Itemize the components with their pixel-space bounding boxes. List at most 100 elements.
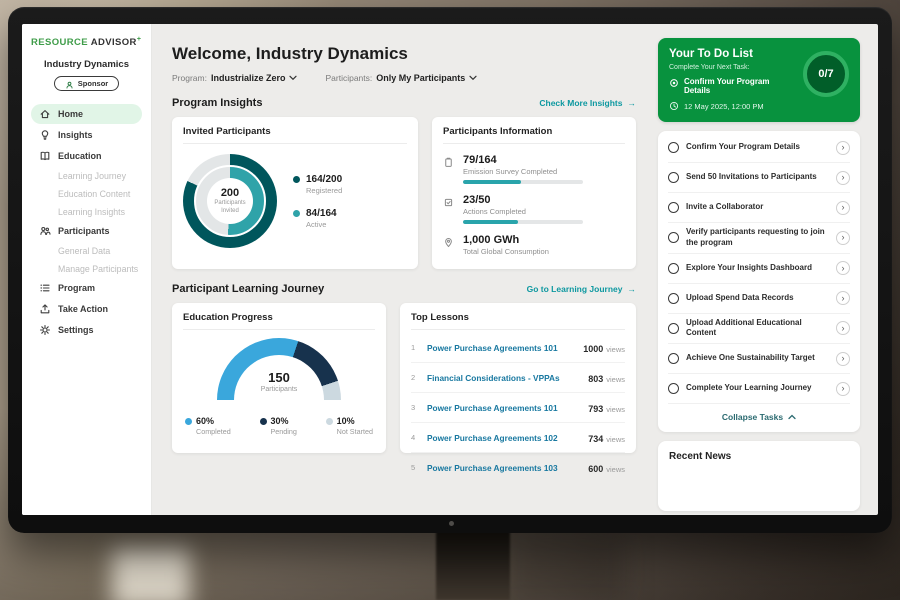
section-title: Program Insights bbox=[172, 97, 263, 109]
legend-dot bbox=[293, 209, 300, 217]
clock-icon bbox=[669, 101, 679, 111]
chevron-right-icon[interactable]: › bbox=[836, 230, 850, 245]
lesson-views-unit: views bbox=[606, 434, 625, 444]
collapse-tasks-label: Collapse Tasks bbox=[721, 412, 784, 423]
sidebar-item-label: Education Content bbox=[58, 188, 131, 199]
task-checkbox[interactable] bbox=[668, 232, 679, 244]
chevron-right-icon[interactable]: › bbox=[836, 140, 850, 155]
task-checkbox[interactable] bbox=[668, 322, 679, 334]
task-checkbox[interactable] bbox=[668, 202, 679, 213]
legend-active: 84/164 Active bbox=[293, 208, 342, 229]
lesson-views-unit: views bbox=[606, 374, 625, 384]
collapse-tasks-link[interactable]: Collapse Tasks bbox=[668, 404, 850, 428]
participants-filter[interactable]: Participants: Only My Participants bbox=[325, 73, 477, 83]
link-label: Check More Insights bbox=[539, 98, 623, 108]
education-icon bbox=[39, 150, 51, 162]
chevron-right-icon[interactable]: › bbox=[836, 321, 850, 336]
legend-value: 60% bbox=[196, 416, 215, 426]
legend-dot bbox=[185, 417, 192, 425]
task-row[interactable]: Achieve One Sustainability Target › bbox=[668, 344, 850, 375]
monitor-stand bbox=[436, 529, 510, 600]
legend-completed: 60% Completed bbox=[185, 416, 231, 436]
stat-value: 23/50 bbox=[463, 194, 491, 206]
invited-donut-inner bbox=[194, 165, 266, 237]
lesson-title-link[interactable]: Power Purchase Agreements 102 bbox=[427, 432, 558, 443]
sponsor-badge-label: Sponsor bbox=[77, 79, 109, 89]
task-row[interactable]: Send 50 Invitations to Participants › bbox=[668, 163, 850, 193]
sidebar-item-settings[interactable]: Settings bbox=[31, 320, 142, 340]
lesson-views-unit: views bbox=[606, 404, 625, 414]
app-logo: RESOURCE ADVISOR+ bbox=[31, 36, 142, 48]
sidebar-item-label: Take Action bbox=[58, 304, 109, 315]
legend-dot bbox=[325, 417, 333, 425]
program-filter[interactable]: Program: Industrialize Zero bbox=[172, 73, 298, 83]
lesson-title-link[interactable]: Power Purchase Agreements 101 bbox=[427, 402, 558, 413]
education-gauge: 150 Participants bbox=[217, 338, 341, 408]
task-row[interactable]: Complete Your Learning Journey › bbox=[668, 374, 850, 405]
sidebar-item-home[interactable]: Home bbox=[31, 104, 142, 125]
legend-label: Pending bbox=[270, 427, 297, 436]
task-checkbox[interactable] bbox=[668, 262, 679, 274]
sidebar-item-learning-insights[interactable]: Learning Insights bbox=[31, 203, 142, 220]
stat-label: Actions Completed bbox=[463, 207, 526, 216]
lesson-row[interactable]: 5 Power Purchase Agreements 103 600 views bbox=[411, 453, 625, 482]
lesson-title-link[interactable]: Financial Considerations - VPPAs bbox=[427, 372, 560, 383]
task-label: Achieve One Sustainability Target bbox=[686, 353, 815, 363]
sidebar-item-manage-participants[interactable]: Manage Participants bbox=[31, 260, 142, 277]
lesson-views-count: 1000 bbox=[583, 343, 604, 354]
task-checkbox[interactable] bbox=[668, 292, 679, 304]
sidebar-item-insights[interactable]: Insights bbox=[31, 125, 142, 145]
lesson-views-count: 600 bbox=[588, 463, 604, 474]
program-filter-value: Industrialize Zero bbox=[210, 73, 286, 83]
lesson-rank: 5 bbox=[411, 463, 416, 472]
chevron-right-icon[interactable]: › bbox=[836, 261, 850, 276]
checklist-icon bbox=[443, 195, 454, 207]
target-icon bbox=[669, 78, 679, 88]
lesson-row[interactable]: 4 Power Purchase Agreements 102 734 views bbox=[411, 423, 625, 453]
legend-pending: 30% Pending bbox=[259, 416, 297, 436]
task-row[interactable]: Upload Additional Educational Content › bbox=[668, 314, 850, 345]
lesson-title-link[interactable]: Power Purchase Agreements 101 bbox=[427, 342, 558, 353]
task-checkbox[interactable] bbox=[668, 142, 679, 153]
sidebar-item-program[interactable]: Program bbox=[31, 278, 142, 298]
task-checkbox[interactable] bbox=[668, 172, 679, 183]
lesson-row[interactable]: 1 Power Purchase Agreements 101 1000 view… bbox=[411, 333, 625, 363]
chevron-right-icon[interactable]: › bbox=[836, 381, 850, 396]
background-highlight bbox=[112, 546, 190, 600]
todo-due-label: 12 May 2025, 12:00 PM bbox=[684, 101, 764, 111]
sidebar-item-participants[interactable]: Participants bbox=[31, 221, 142, 241]
task-row[interactable]: Invite a Collaborator › bbox=[668, 193, 850, 223]
legend-value: 164/200 bbox=[306, 173, 343, 185]
todo-next-task[interactable]: Confirm Your Program Details bbox=[669, 77, 797, 95]
chevron-right-icon[interactable]: › bbox=[836, 170, 850, 185]
sidebar-item-education-content[interactable]: Education Content bbox=[31, 185, 142, 202]
sidebar-item-take-action[interactable]: Take Action bbox=[31, 299, 142, 319]
sidebar-item-learning-journey[interactable]: Learning Journey bbox=[31, 167, 142, 184]
chevron-right-icon[interactable]: › bbox=[836, 291, 850, 306]
task-label: Complete Your Learning Journey bbox=[686, 383, 812, 393]
card-title: Invited Participants bbox=[183, 126, 407, 144]
lesson-row[interactable]: 2 Financial Considerations - VPPAs 803 vi… bbox=[411, 363, 625, 393]
task-row[interactable]: Confirm Your Program Details › bbox=[668, 133, 850, 163]
page-title: Welcome, Industry Dynamics bbox=[172, 44, 408, 63]
sidebar-item-general-data[interactable]: General Data bbox=[31, 242, 142, 259]
todo-progress-ring: 0/7 bbox=[803, 51, 849, 97]
task-row[interactable]: Verify participants requesting to join t… bbox=[668, 223, 850, 254]
sidebar-item-education[interactable]: Education bbox=[31, 146, 142, 166]
lesson-row[interactable]: 3 Power Purchase Agreements 101 793 views bbox=[411, 393, 625, 423]
task-checkbox[interactable] bbox=[668, 353, 679, 365]
go-to-learning-journey-link[interactable]: Go to Learning Journey → bbox=[527, 284, 636, 294]
task-row[interactable]: Upload Spend Data Records › bbox=[668, 284, 850, 314]
chevron-right-icon[interactable]: › bbox=[836, 200, 850, 215]
chevron-right-icon[interactable]: › bbox=[836, 351, 850, 366]
gauge-center-label: Participants bbox=[260, 386, 298, 393]
check-more-insights-link[interactable]: Check More Insights → bbox=[539, 98, 636, 108]
filters-row: Program: Industrialize Zero Participants… bbox=[172, 73, 636, 83]
task-row[interactable]: Explore Your Insights Dashboard › bbox=[668, 254, 850, 284]
sponsor-badge[interactable]: Sponsor bbox=[53, 76, 120, 92]
sidebar-item-label: Participants bbox=[58, 226, 110, 237]
lesson-views-count: 793 bbox=[588, 403, 604, 414]
lesson-title-link[interactable]: Power Purchase Agreements 103 bbox=[427, 462, 558, 473]
task-label: Upload Spend Data Records bbox=[686, 292, 794, 302]
task-checkbox[interactable] bbox=[668, 383, 679, 395]
